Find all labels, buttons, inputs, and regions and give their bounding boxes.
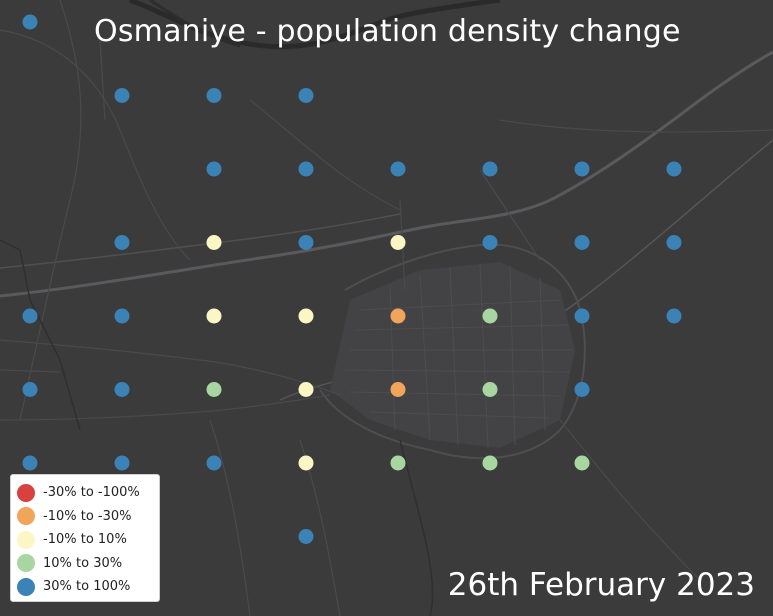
legend-label: 30% to 100% — [43, 579, 131, 595]
grid-point[interactable] — [22, 308, 38, 324]
grid-point[interactable] — [574, 382, 590, 397]
grid-point[interactable] — [206, 382, 222, 397]
grid-point[interactable] — [298, 382, 314, 397]
grid-point[interactable] — [298, 529, 314, 544]
grid-point[interactable] — [22, 14, 38, 30]
grid-point[interactable] — [482, 455, 498, 471]
grid-point[interactable] — [390, 308, 406, 324]
grid-point[interactable] — [206, 455, 222, 471]
grid-point[interactable] — [206, 88, 222, 103]
legend-swatch-green — [17, 554, 35, 573]
legend-item: 30% to 100% — [17, 575, 153, 599]
grid-point[interactable] — [114, 308, 130, 324]
grid-point[interactable] — [482, 382, 498, 397]
grid-point[interactable] — [666, 161, 682, 177]
grid-point[interactable] — [482, 308, 498, 324]
grid-point[interactable] — [482, 161, 498, 177]
grid-point[interactable] — [114, 88, 130, 103]
grid-point[interactable] — [22, 382, 38, 397]
grid-point[interactable] — [298, 88, 314, 103]
legend-item: -30% to -100% — [17, 481, 153, 505]
legend-item: 10% to 30% — [17, 552, 153, 576]
grid-point[interactable] — [574, 235, 590, 250]
legend-swatch-yellow — [17, 530, 35, 549]
legend-label: 10% to 30% — [43, 555, 123, 571]
legend-label: -10% to 10% — [43, 532, 127, 548]
grid-point[interactable] — [666, 235, 682, 250]
grid-point[interactable] — [206, 235, 222, 250]
grid-point[interactable] — [298, 308, 314, 324]
grid-point[interactable] — [206, 161, 222, 177]
legend-swatch-orange — [17, 507, 35, 526]
boundary-lines — [0, 239, 434, 616]
grid-point[interactable] — [298, 455, 314, 471]
legend-swatch-blue — [17, 577, 35, 596]
grid-point[interactable] — [574, 455, 590, 471]
grid-point[interactable] — [666, 308, 682, 324]
grid-point[interactable] — [574, 161, 590, 177]
legend-label: -30% to -100% — [43, 485, 140, 501]
highway — [0, 50, 773, 298]
grid-point[interactable] — [206, 308, 222, 324]
ring-road — [319, 243, 586, 460]
legend-swatch-red — [17, 483, 35, 502]
grid-point[interactable] — [390, 161, 406, 177]
grid-point[interactable] — [298, 161, 314, 177]
highway-2 — [0, 213, 401, 269]
river-bank — [149, 0, 241, 48]
legend-item: -10% to -30% — [17, 505, 153, 529]
grid-point[interactable] — [574, 308, 590, 324]
grid-point[interactable] — [390, 235, 406, 250]
legend: -30% to -100% -10% to -30% -10% to 10% 1… — [10, 474, 160, 602]
map-date: 26th February 2023 — [447, 567, 755, 603]
map-title: Osmaniye - population density change — [94, 14, 681, 49]
grid-point[interactable] — [22, 455, 38, 471]
grid-point[interactable] — [390, 382, 406, 397]
city-streets — [344, 263, 572, 449]
grid-point[interactable] — [298, 235, 314, 250]
legend-item: -10% to 10% — [17, 528, 153, 552]
grid-point[interactable] — [114, 455, 130, 471]
grid-point[interactable] — [114, 382, 130, 397]
grid-point[interactable] — [482, 235, 498, 250]
grid-point[interactable] — [114, 235, 130, 250]
grid-point[interactable] — [390, 455, 406, 471]
legend-label: -10% to -30% — [43, 508, 132, 524]
